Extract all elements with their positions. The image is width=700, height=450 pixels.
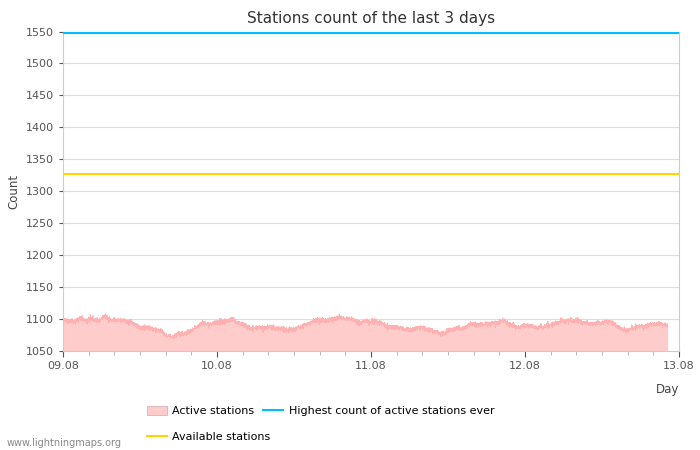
Legend: Available stations: Available stations <box>143 427 275 446</box>
Y-axis label: Count: Count <box>7 174 20 209</box>
Text: Day: Day <box>656 383 679 396</box>
Text: www.lightningmaps.org: www.lightningmaps.org <box>7 438 122 448</box>
Title: Stations count of the last 3 days: Stations count of the last 3 days <box>247 11 495 26</box>
